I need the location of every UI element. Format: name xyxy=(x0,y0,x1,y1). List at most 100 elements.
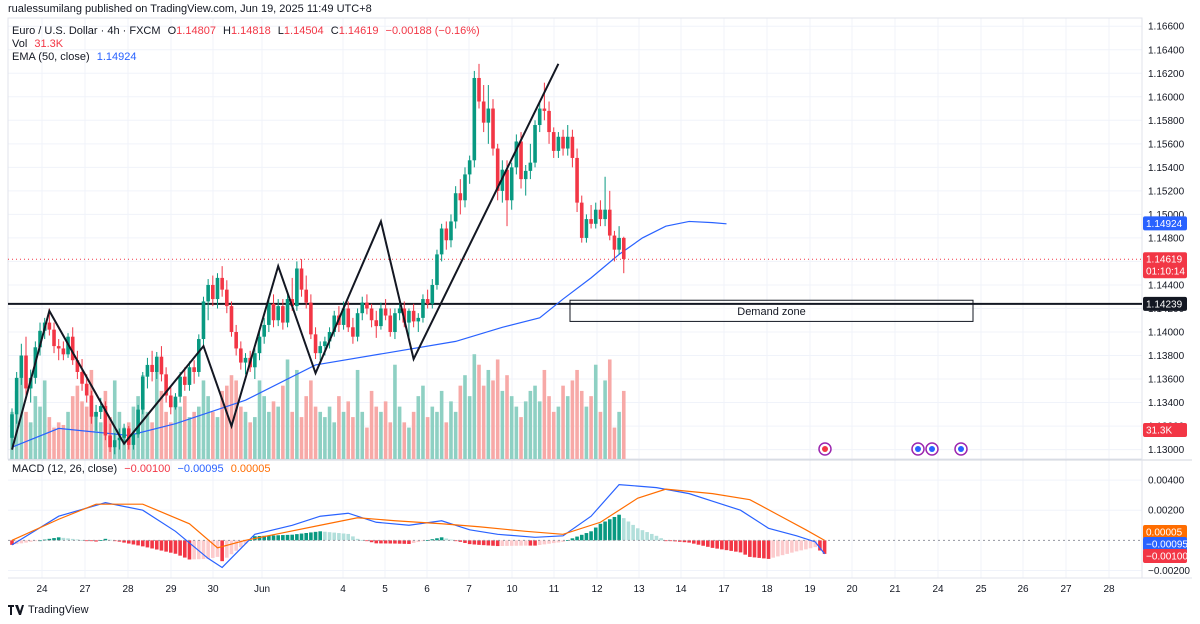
macd-histogram-bar xyxy=(724,540,729,551)
macd-histogram-bar xyxy=(150,540,154,549)
macd-label[interactable]: MACD (12, 26, close) xyxy=(12,463,118,475)
volume-bar xyxy=(192,411,196,459)
volume-bar xyxy=(453,411,458,459)
volume-bar xyxy=(267,411,271,459)
volume-bar xyxy=(220,390,224,459)
candle-body xyxy=(70,336,75,361)
candle-body xyxy=(369,308,374,321)
price-axis-label: 1.15800 xyxy=(1148,116,1185,127)
candle-body xyxy=(220,277,224,290)
volume-bar xyxy=(140,375,145,459)
candle-body xyxy=(206,284,210,302)
volume-legend: Vol 31.3K xyxy=(12,38,67,50)
candle-body xyxy=(281,306,285,323)
close-label: C xyxy=(330,25,339,37)
flag-eu-icon-dot xyxy=(915,446,921,452)
volume-bar xyxy=(290,411,294,459)
candle-body xyxy=(10,414,14,438)
candle-body xyxy=(173,396,178,408)
candle-body xyxy=(374,320,379,327)
macd-histogram-bar xyxy=(472,540,477,545)
macd-histogram-bar xyxy=(281,535,285,541)
candle-body xyxy=(24,355,28,389)
event-icon-dot xyxy=(822,446,828,452)
macd-histogram-bar xyxy=(799,540,804,551)
candle-body xyxy=(253,353,257,368)
volume-bar xyxy=(281,385,285,459)
macd-histogram-bar xyxy=(374,540,379,544)
macd-histogram-bar xyxy=(505,540,509,546)
macd-histogram-bar xyxy=(225,540,229,558)
macd-histogram-bar xyxy=(785,540,790,554)
candle-body xyxy=(584,219,589,238)
volume-bar xyxy=(589,396,593,459)
macd-histogram-bar xyxy=(369,540,374,543)
ema-label[interactable]: EMA (50, close) xyxy=(12,51,90,63)
macd-histogram-bar xyxy=(75,539,80,541)
volume-bar xyxy=(491,380,495,459)
macd-histogram-bar xyxy=(173,540,178,554)
macd-histogram-bar xyxy=(126,540,131,544)
candle-body xyxy=(271,303,276,321)
flag-eu-icon-dot xyxy=(958,446,964,452)
macd-histogram-bar xyxy=(154,540,159,550)
candle-body xyxy=(239,348,243,363)
volume-bar xyxy=(159,390,164,459)
candle-body xyxy=(598,209,603,220)
volume-bar xyxy=(593,364,598,459)
volume-bar xyxy=(430,406,435,459)
candle-body xyxy=(579,202,584,238)
volume-bar xyxy=(379,411,383,459)
macd-histogram-bar xyxy=(537,540,542,545)
candle-body xyxy=(495,148,500,191)
macd-histogram-bar xyxy=(561,540,565,542)
price-axis-label: 1.13400 xyxy=(1148,398,1185,409)
macd-histogram-bar xyxy=(229,540,234,555)
candle-body xyxy=(505,169,509,201)
macd-histogram-bar xyxy=(435,538,439,541)
volume-bar xyxy=(262,396,266,459)
high-label: H xyxy=(223,25,231,37)
macd-histogram-bar xyxy=(239,540,243,548)
volume-bar xyxy=(393,364,397,459)
macd-histogram-bar xyxy=(430,539,435,541)
candle-body xyxy=(112,440,117,448)
candle-body xyxy=(467,160,472,175)
volume-bar xyxy=(323,417,327,459)
volume-bar xyxy=(215,417,220,459)
macd-histogram-bar xyxy=(575,536,579,541)
candle-body xyxy=(533,125,537,163)
macd-histogram-bar xyxy=(579,534,584,541)
volume-bar xyxy=(239,406,243,459)
time-axis-label: 30 xyxy=(207,584,219,595)
candle-body xyxy=(262,324,266,337)
volume-bar xyxy=(500,390,505,459)
volume-bar xyxy=(533,385,537,459)
macd-histogram-bar xyxy=(706,540,710,547)
candle-body xyxy=(304,289,309,303)
tradingview-footer[interactable]: TradingView xyxy=(8,604,89,616)
volume-bar xyxy=(285,359,290,459)
volume-bar xyxy=(449,401,453,459)
volume-bar xyxy=(467,396,472,459)
macd-histogram-bar xyxy=(729,540,733,551)
macd-histogram-bar xyxy=(248,539,252,541)
price-axis-label: 1.16600 xyxy=(1148,22,1185,33)
time-axis-label: 28 xyxy=(122,584,134,595)
candle-body xyxy=(154,356,159,372)
candle-body xyxy=(365,302,369,309)
volume-label[interactable]: Vol xyxy=(12,38,28,50)
volume-bar xyxy=(276,406,280,459)
macd-histogram-bar xyxy=(206,540,210,559)
volume-bar xyxy=(211,411,215,459)
symbol-name[interactable]: Euro / U.S. Dollar · 4h · FXCM xyxy=(12,25,161,37)
macd-histogram-bar xyxy=(804,540,808,550)
macd-histogram-bar xyxy=(701,540,705,546)
macd-histogram-bar xyxy=(211,540,215,558)
macd-line-value: −0.00095 xyxy=(177,463,224,475)
volume-bar xyxy=(346,401,351,459)
candle-body xyxy=(52,329,56,347)
time-axis-label: 29 xyxy=(165,584,177,595)
candle-body xyxy=(416,317,421,322)
